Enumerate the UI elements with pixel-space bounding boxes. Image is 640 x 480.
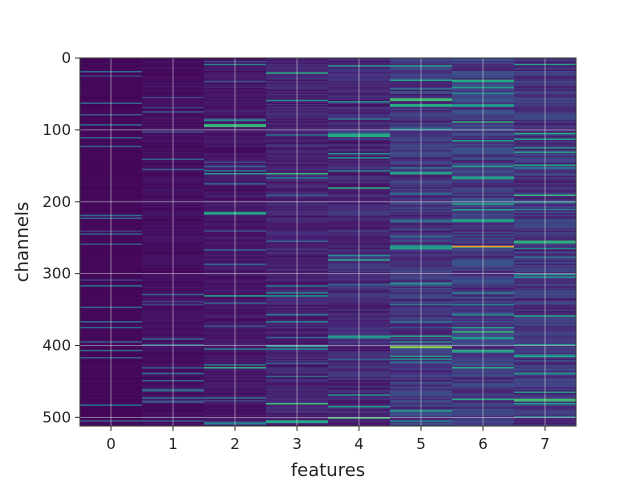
x-axis-label: features [291, 460, 365, 480]
y-tick-label: 100 [42, 121, 71, 139]
heatmap-cells [80, 58, 576, 427]
x-tick-label: 3 [292, 435, 302, 453]
y-axis-label: channels [12, 202, 33, 283]
x-tick-label: 1 [168, 435, 178, 453]
x-tick-label: 4 [354, 435, 364, 453]
x-tick-label: 6 [478, 435, 488, 453]
y-tick-label: 400 [42, 337, 71, 355]
y-tick-label: 500 [42, 408, 71, 426]
plot-frame [79, 57, 577, 427]
y-tick-label: 200 [42, 193, 71, 211]
x-tick-label: 0 [106, 435, 116, 453]
x-tick-label: 7 [540, 435, 550, 453]
x-tick-label: 5 [416, 435, 426, 453]
y-tick-label: 0 [61, 49, 71, 67]
y-tick-label: 300 [42, 265, 71, 283]
y-axis: 0 100 200 300 400 500 [42, 49, 80, 426]
x-tick-label: 2 [230, 435, 240, 453]
x-axis: 0 1 2 3 4 5 6 7 [106, 426, 550, 453]
